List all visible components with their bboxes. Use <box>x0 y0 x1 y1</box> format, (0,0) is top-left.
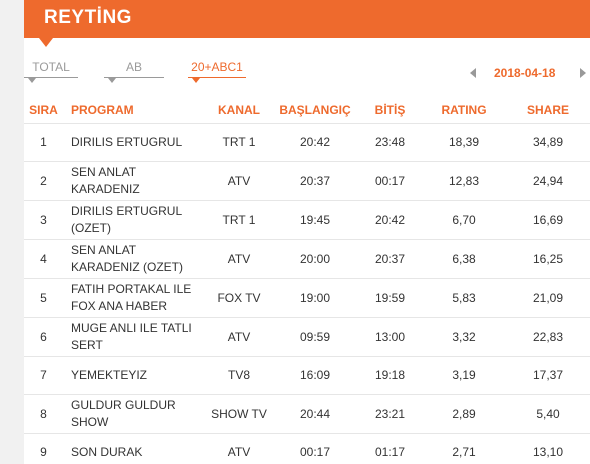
table-row: 6 MUGE ANLI ILE TATLI SERT ATV 09:59 13:… <box>24 317 590 357</box>
cell-channel: SHOW TV <box>206 394 272 434</box>
cell-start: 16:09 <box>272 356 358 395</box>
cell-rank: 8 <box>24 394 63 434</box>
cell-rank: 4 <box>24 239 63 279</box>
cell-program: MUGE ANLI ILE TATLI SERT <box>63 317 206 357</box>
cell-channel: ATV <box>206 433 272 464</box>
cell-rating: 3,32 <box>422 317 506 357</box>
cell-rank: 5 <box>24 278 63 318</box>
cell-channel: TRT 1 <box>206 200 272 240</box>
cell-start: 20:00 <box>272 239 358 279</box>
cell-program: SEN ANLAT KARADENIZ (OZET) <box>63 239 206 279</box>
cell-start: 20:37 <box>272 161 358 201</box>
col-header-program: PROGRAM <box>63 97 206 124</box>
table-row: 8 GULDUR GULDUR SHOW SHOW TV 20:44 23:21… <box>24 394 590 434</box>
audience-tabs: TOTAL AB 20+ABC1 <box>24 60 590 83</box>
cell-program: YEMEKTEYIZ <box>63 356 206 395</box>
cell-start: 09:59 <box>272 317 358 357</box>
col-header-start: BAŞLANGIÇ <box>272 97 358 124</box>
table-row: 3 DIRILIS ERTUGRUL (OZET) TRT 1 19:45 20… <box>24 200 590 240</box>
cell-channel: TRT 1 <box>206 123 272 162</box>
tab-ab-label: AB <box>125 60 142 74</box>
tab-20-abc1-pointer-icon <box>192 78 200 83</box>
cell-end: 13:00 <box>358 317 422 357</box>
tab-20-abc1[interactable]: 20+ABC1 <box>188 60 246 83</box>
col-header-share: SHARE <box>506 97 590 124</box>
cell-rating: 2,71 <box>422 433 506 464</box>
col-header-rating: RATING <box>422 97 506 124</box>
table-row: 7 YEMEKTEYIZ TV8 16:09 19:18 3,19 17,37 <box>24 356 590 395</box>
table-row: 5 FATIH PORTAKAL ILE FOX ANA HABER FOX T… <box>24 278 590 318</box>
date-navigator: 2018-04-18 <box>470 66 590 82</box>
cell-channel: ATV <box>206 161 272 201</box>
cell-rating: 2,89 <box>422 394 506 434</box>
tab-total-pointer-icon <box>28 78 36 83</box>
panel-header: REYTİNG <box>24 0 590 47</box>
cell-share: 21,09 <box>506 278 590 318</box>
cell-program: SEN ANLAT KARADENIZ <box>63 161 206 201</box>
cell-program: GULDUR GULDUR SHOW <box>63 394 206 434</box>
panel-title: REYTİNG <box>44 7 132 28</box>
cell-share: 13,10 <box>506 433 590 464</box>
tab-ab[interactable]: AB <box>104 60 164 83</box>
cell-end: 23:21 <box>358 394 422 434</box>
cell-rating: 6,38 <box>422 239 506 279</box>
cell-program: SON DURAK <box>63 433 206 464</box>
cell-share: 16,25 <box>506 239 590 279</box>
cell-end: 01:17 <box>358 433 422 464</box>
table-row: 4 SEN ANLAT KARADENIZ (OZET) ATV 20:00 2… <box>24 239 590 279</box>
prev-date-icon[interactable] <box>470 68 476 78</box>
cell-channel: TV8 <box>206 356 272 395</box>
cell-end: 19:18 <box>358 356 422 395</box>
cell-start: 19:45 <box>272 200 358 240</box>
rating-panel: REYTİNG TOTAL AB 20+ABC1 2018-04-18 SIRA… <box>24 0 590 464</box>
cell-end: 00:17 <box>358 161 422 201</box>
cell-rating: 3,19 <box>422 356 506 395</box>
cell-start: 20:42 <box>272 123 358 162</box>
col-header-rank: SIRA <box>24 97 63 124</box>
cell-end: 19:59 <box>358 278 422 318</box>
cell-end: 20:37 <box>358 239 422 279</box>
cell-rating: 18,39 <box>422 123 506 162</box>
cell-rank: 7 <box>24 356 63 395</box>
next-date-icon[interactable] <box>580 68 586 78</box>
header-pointer <box>39 38 53 47</box>
cell-share: 24,94 <box>506 161 590 201</box>
table-row: 1 DIRILIS ERTUGRUL TRT 1 20:42 23:48 18,… <box>24 123 590 162</box>
tab-ab-pointer-icon <box>108 78 116 83</box>
cell-share: 5,40 <box>506 394 590 434</box>
cell-rating: 5,83 <box>422 278 506 318</box>
cell-channel: ATV <box>206 317 272 357</box>
cell-channel: ATV <box>206 239 272 279</box>
current-date: 2018-04-18 <box>494 66 556 80</box>
cell-rank: 9 <box>24 433 63 464</box>
tab-total-label: TOTAL <box>32 60 70 74</box>
cell-rank: 3 <box>24 200 63 240</box>
cell-start: 19:00 <box>272 278 358 318</box>
cell-rank: 2 <box>24 161 63 201</box>
cell-rank: 6 <box>24 317 63 357</box>
cell-share: 22,83 <box>506 317 590 357</box>
tab-total[interactable]: TOTAL <box>24 60 78 83</box>
cell-program: DIRILIS ERTUGRUL (OZET) <box>63 200 206 240</box>
cell-rating: 12,83 <box>422 161 506 201</box>
cell-share: 34,89 <box>506 123 590 162</box>
tab-20-abc1-label: 20+ABC1 <box>191 60 243 74</box>
table-row: 9 SON DURAK ATV 00:17 01:17 2,71 13,10 <box>24 433 590 464</box>
cell-end: 20:42 <box>358 200 422 240</box>
col-header-channel: KANAL <box>206 97 272 124</box>
cell-end: 23:48 <box>358 123 422 162</box>
cell-start: 20:44 <box>272 394 358 434</box>
cell-share: 16,69 <box>506 200 590 240</box>
cell-rating: 6,70 <box>422 200 506 240</box>
col-header-end: BİTİŞ <box>358 97 422 124</box>
cell-rank: 1 <box>24 123 63 162</box>
table-header-row: SIRA PROGRAM KANAL BAŞLANGIÇ BİTİŞ RATIN… <box>24 97 590 124</box>
cell-start: 00:17 <box>272 433 358 464</box>
cell-program: DIRILIS ERTUGRUL <box>63 123 206 162</box>
table-row: 2 SEN ANLAT KARADENIZ ATV 20:37 00:17 12… <box>24 161 590 201</box>
cell-program: FATIH PORTAKAL ILE FOX ANA HABER <box>63 278 206 318</box>
cell-channel: FOX TV <box>206 278 272 318</box>
cell-share: 17,37 <box>506 356 590 395</box>
rating-table: SIRA PROGRAM KANAL BAŞLANGIÇ BİTİŞ RATIN… <box>24 97 590 464</box>
